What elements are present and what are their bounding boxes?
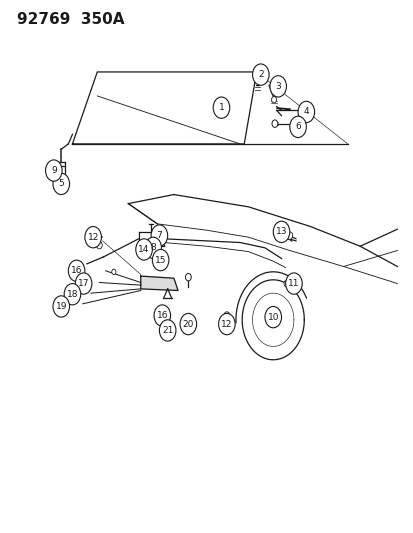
Text: 6: 6: [294, 123, 300, 131]
Circle shape: [289, 116, 306, 138]
Text: 4: 4: [303, 108, 309, 116]
Circle shape: [159, 320, 176, 341]
Text: 17: 17: [78, 279, 89, 288]
Text: 19: 19: [55, 302, 67, 311]
Text: 5: 5: [58, 180, 64, 188]
Circle shape: [151, 225, 167, 246]
Circle shape: [68, 260, 85, 281]
Circle shape: [159, 262, 164, 269]
Circle shape: [269, 76, 286, 97]
Text: 12: 12: [221, 320, 232, 328]
Text: 2: 2: [257, 70, 263, 79]
Circle shape: [218, 313, 235, 335]
Text: 21: 21: [161, 326, 173, 335]
Text: 13: 13: [275, 228, 287, 236]
Circle shape: [283, 280, 288, 287]
Text: 16: 16: [71, 266, 82, 275]
Text: 12: 12: [87, 233, 99, 241]
Circle shape: [271, 96, 276, 103]
Circle shape: [85, 227, 101, 248]
Text: 1: 1: [218, 103, 224, 112]
Circle shape: [112, 269, 116, 274]
Circle shape: [286, 232, 292, 239]
Circle shape: [143, 252, 148, 258]
Text: 15: 15: [154, 256, 166, 264]
Text: 7: 7: [156, 231, 162, 240]
Circle shape: [53, 173, 69, 195]
Circle shape: [53, 296, 69, 317]
Circle shape: [185, 273, 191, 281]
Circle shape: [271, 120, 277, 127]
Text: 20: 20: [182, 320, 194, 328]
Circle shape: [252, 64, 268, 85]
Polygon shape: [140, 276, 178, 290]
Circle shape: [285, 273, 301, 294]
Circle shape: [135, 239, 152, 260]
Text: 18: 18: [66, 290, 78, 298]
Circle shape: [152, 249, 169, 271]
Text: 10: 10: [267, 313, 278, 321]
Circle shape: [297, 101, 314, 123]
Circle shape: [75, 273, 92, 294]
Circle shape: [154, 305, 170, 326]
Text: 92769  350A: 92769 350A: [17, 12, 124, 27]
Circle shape: [45, 160, 62, 181]
Circle shape: [273, 221, 289, 243]
Circle shape: [64, 284, 81, 305]
Text: 16: 16: [156, 311, 168, 320]
Text: 11: 11: [287, 279, 299, 288]
Text: 9: 9: [51, 166, 57, 175]
Circle shape: [264, 306, 281, 328]
Circle shape: [145, 237, 161, 259]
Text: 3: 3: [275, 82, 280, 91]
Text: 14: 14: [138, 245, 150, 254]
Text: 8: 8: [150, 244, 156, 252]
Circle shape: [223, 312, 229, 319]
Circle shape: [180, 313, 196, 335]
Circle shape: [96, 241, 102, 249]
Circle shape: [213, 97, 229, 118]
